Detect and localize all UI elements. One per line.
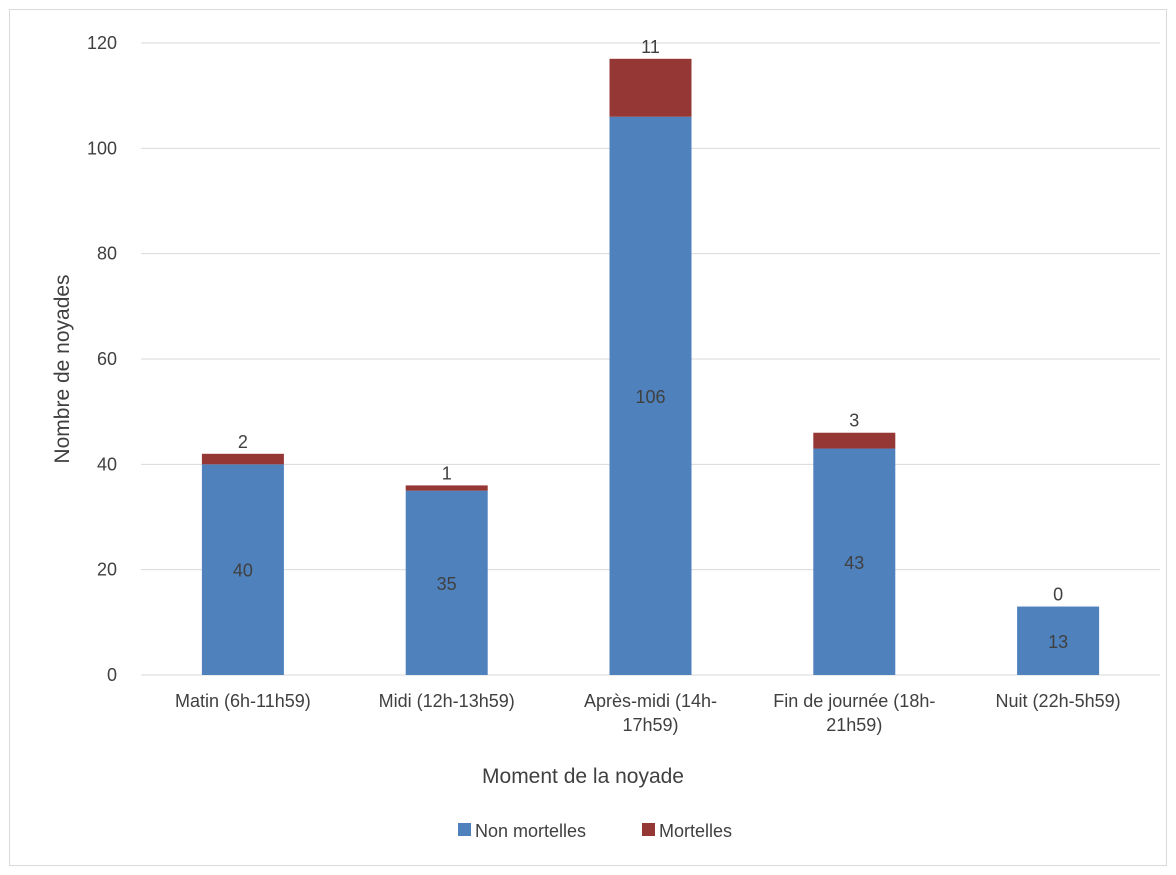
data-label: 3 <box>849 411 859 431</box>
data-labels: 40 2 35 1 106 11 43 3 13 0 <box>233 37 1068 652</box>
y-tick-label: 20 <box>97 560 117 580</box>
y-tick-label: 80 <box>97 244 117 264</box>
bar-non-mortelles <box>201 464 284 675</box>
bar-mortelles <box>609 58 692 117</box>
bar-non-mortelles <box>1017 606 1100 675</box>
x-tick-label: 21h59) <box>826 715 882 735</box>
data-label: 43 <box>844 553 864 573</box>
x-tick-label: Fin de journée (18h- <box>773 691 935 711</box>
data-label: 1 <box>442 463 452 483</box>
y-tick-label: 120 <box>87 33 117 53</box>
bar-non-mortelles <box>609 116 692 675</box>
x-axis-title: Moment de la noyade <box>482 765 684 788</box>
data-label: 11 <box>641 37 660 57</box>
y-tick-label: 100 <box>87 138 117 158</box>
data-label: 35 <box>437 574 457 594</box>
bars <box>201 58 1100 675</box>
y-tick-label: 60 <box>97 349 117 369</box>
data-label: 2 <box>238 432 248 452</box>
bar-mortelles <box>201 453 284 465</box>
data-label: 0 <box>1053 585 1063 605</box>
x-tick-label: Midi (12h-13h59) <box>379 691 515 711</box>
legend-label: Non mortelles <box>475 821 586 841</box>
chart-frame: 0 20 40 60 80 100 120 40 2 35 1 106 11 43 3 13 0 Matin … <box>9 9 1167 866</box>
data-label: 106 <box>635 387 665 407</box>
y-axis-title: Nombre de noyades <box>51 274 74 463</box>
x-tick-label: Après-midi (14h- <box>584 691 717 711</box>
bar-non-mortelles <box>813 448 896 675</box>
legend-swatch <box>642 823 655 836</box>
chart-svg: 0 20 40 60 80 100 120 40 2 35 1 106 11 43 3 13 0 Matin … <box>51 33 1160 841</box>
bar-mortelles <box>813 432 896 449</box>
y-tick-labels: 0 20 40 60 80 100 120 <box>87 33 117 685</box>
legend-swatch <box>458 823 471 836</box>
x-tick-label: Matin (6h-11h59) <box>175 691 311 711</box>
x-tick-labels: Matin (6h-11h59) Midi (12h-13h59) Après-mi… <box>175 691 1121 735</box>
bar-non-mortelles <box>405 490 488 675</box>
x-tick-label: 17h59) <box>622 715 678 735</box>
y-tick-label: 0 <box>107 665 117 685</box>
y-tick-label: 40 <box>97 454 117 474</box>
legend-label: Mortelles <box>659 821 732 841</box>
data-label: 40 <box>233 561 253 581</box>
legend: Non mortelles Mortelles <box>458 821 732 841</box>
data-label: 13 <box>1048 632 1068 652</box>
x-tick-label: Nuit (22h-5h59) <box>996 691 1121 711</box>
bar-mortelles <box>405 485 488 491</box>
